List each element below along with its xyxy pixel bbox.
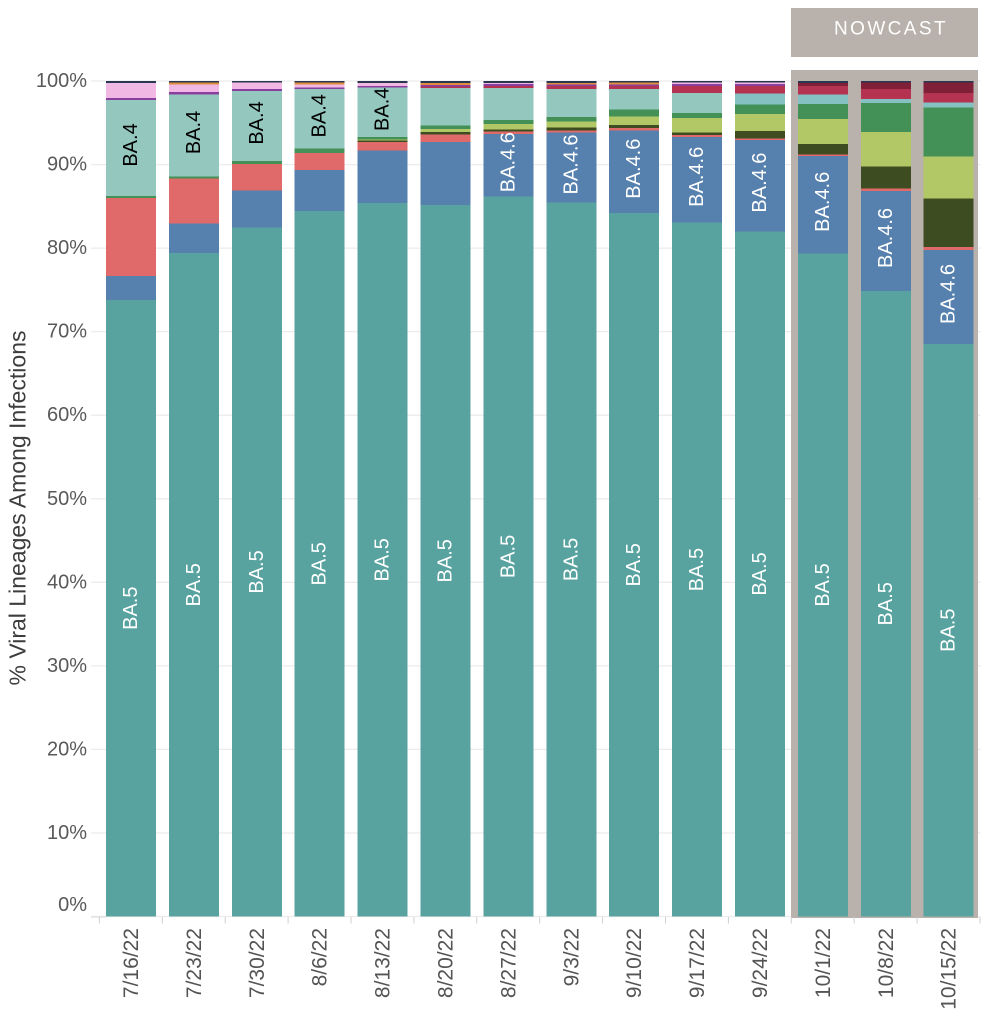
- svg-text:9/3/22: 9/3/22: [560, 928, 583, 986]
- svg-text:BA.4.6: BA.4.6: [686, 147, 708, 207]
- svg-text:BA.4.6: BA.4.6: [812, 172, 834, 232]
- svg-text:BA.5: BA.5: [812, 563, 834, 606]
- svg-text:0%: 0%: [58, 894, 87, 916]
- svg-text:10/15/22: 10/15/22: [938, 928, 961, 1010]
- svg-text:8/27/22: 8/27/22: [497, 928, 520, 998]
- svg-text:80%: 80%: [47, 237, 87, 259]
- svg-text:BA.4.6: BA.4.6: [938, 264, 960, 324]
- svg-text:100%: 100%: [36, 70, 87, 92]
- svg-text:10/1/22: 10/1/22: [812, 928, 835, 998]
- svg-text:9/24/22: 9/24/22: [749, 928, 772, 998]
- svg-text:BA.5: BA.5: [686, 548, 708, 591]
- svg-text:BA.5: BA.5: [938, 609, 960, 652]
- svg-text:7/30/22: 7/30/22: [246, 928, 269, 998]
- svg-text:8/6/22: 8/6/22: [309, 928, 332, 986]
- svg-text:BA.4.6: BA.4.6: [623, 139, 645, 199]
- svg-text:8/20/22: 8/20/22: [435, 928, 458, 998]
- svg-text:BA.4.6: BA.4.6: [875, 208, 897, 268]
- svg-text:10%: 10%: [47, 822, 87, 844]
- svg-text:50%: 50%: [47, 488, 87, 510]
- svg-text:BA.5: BA.5: [246, 550, 268, 593]
- svg-text:BA.5: BA.5: [875, 582, 897, 625]
- svg-text:BA.5: BA.5: [309, 542, 331, 585]
- svg-text:BA.4.6: BA.4.6: [749, 153, 771, 213]
- svg-text:90%: 90%: [47, 154, 87, 176]
- svg-text:BA.5: BA.5: [120, 587, 142, 630]
- svg-text:60%: 60%: [47, 404, 87, 426]
- svg-text:BA.5: BA.5: [183, 563, 205, 606]
- svg-text:% Viral Lineages Among Infecti: % Viral Lineages Among Infections: [5, 330, 31, 685]
- svg-text:BA.4.6: BA.4.6: [497, 132, 519, 192]
- svg-text:BA.5: BA.5: [497, 535, 519, 578]
- svg-text:BA.5: BA.5: [372, 538, 394, 581]
- svg-text:BA.5: BA.5: [623, 543, 645, 586]
- svg-text:BA.5: BA.5: [435, 539, 457, 582]
- svg-text:9/17/22: 9/17/22: [686, 928, 709, 998]
- svg-text:40%: 40%: [47, 571, 87, 593]
- svg-text:BA.5: BA.5: [560, 538, 582, 581]
- svg-text:BA.5: BA.5: [749, 552, 771, 595]
- svg-text:BA.4: BA.4: [120, 123, 142, 166]
- svg-text:BA.4: BA.4: [309, 94, 331, 137]
- svg-text:NOWCAST: NOWCAST: [834, 19, 948, 40]
- svg-text:9/10/22: 9/10/22: [623, 928, 646, 998]
- svg-text:BA.4: BA.4: [183, 111, 205, 154]
- svg-text:20%: 20%: [47, 738, 87, 760]
- svg-text:BA.4.6: BA.4.6: [560, 134, 582, 194]
- svg-text:BA.4: BA.4: [246, 101, 268, 144]
- svg-text:30%: 30%: [47, 655, 87, 677]
- svg-text:10/8/22: 10/8/22: [875, 928, 898, 998]
- svg-text:70%: 70%: [47, 321, 87, 343]
- svg-text:7/23/22: 7/23/22: [183, 928, 206, 998]
- svg-text:7/16/22: 7/16/22: [120, 928, 143, 998]
- svg-text:BA.4: BA.4: [372, 88, 394, 131]
- svg-text:8/13/22: 8/13/22: [372, 928, 395, 998]
